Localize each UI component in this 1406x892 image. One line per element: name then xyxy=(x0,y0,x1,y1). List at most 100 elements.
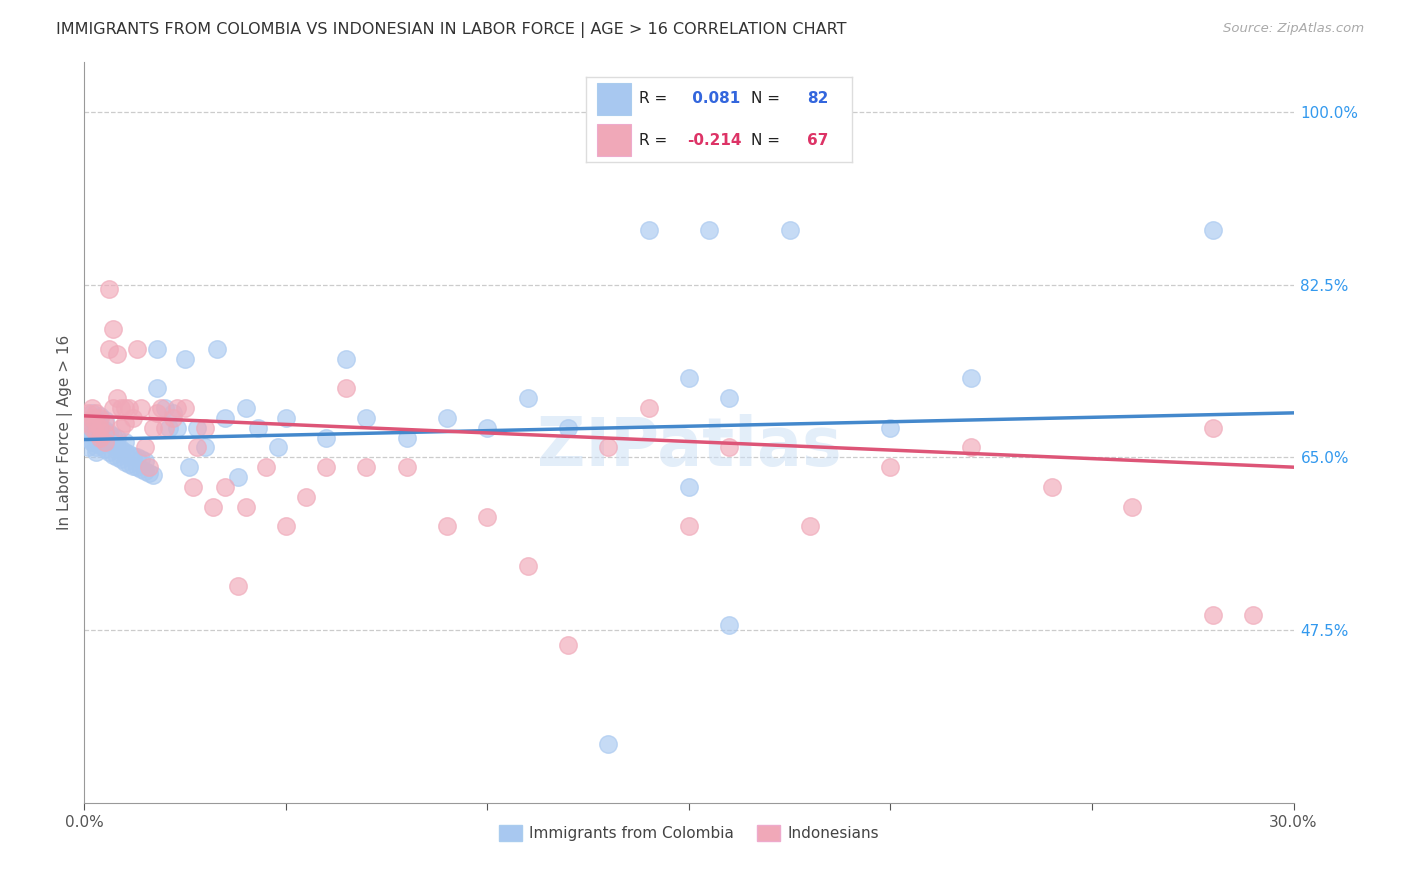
Point xyxy=(97,283,120,297)
Point xyxy=(879,460,901,475)
Point xyxy=(1202,608,1225,623)
Point xyxy=(89,420,111,434)
Point xyxy=(77,416,100,430)
Point xyxy=(82,406,104,420)
Point xyxy=(395,460,418,475)
Point xyxy=(166,401,188,415)
Point xyxy=(335,381,357,395)
Point xyxy=(516,558,538,573)
Point xyxy=(93,413,115,427)
Point xyxy=(557,420,579,434)
Y-axis label: In Labor Force | Age > 16: In Labor Force | Age > 16 xyxy=(58,335,73,530)
Point xyxy=(179,460,201,475)
Point xyxy=(105,441,128,455)
Point xyxy=(274,410,297,425)
Point xyxy=(436,519,458,533)
Point xyxy=(235,401,257,415)
Point xyxy=(86,425,108,440)
Point xyxy=(1241,608,1264,623)
Point xyxy=(101,448,124,462)
Point xyxy=(142,468,165,483)
Point xyxy=(105,391,128,405)
Point xyxy=(1202,223,1225,237)
Point xyxy=(77,441,100,455)
Point xyxy=(89,418,111,433)
Point xyxy=(194,420,217,434)
Point xyxy=(1040,480,1063,494)
Point xyxy=(516,391,538,405)
Point xyxy=(214,480,236,494)
Point xyxy=(226,579,249,593)
Point xyxy=(799,519,821,533)
Point xyxy=(153,401,176,415)
Point xyxy=(82,416,104,430)
Point xyxy=(97,425,120,440)
Point xyxy=(274,519,297,533)
Point xyxy=(1121,500,1143,514)
Point xyxy=(174,351,197,366)
Point xyxy=(267,441,290,455)
Point xyxy=(86,441,108,455)
Point xyxy=(134,464,156,478)
Point xyxy=(101,401,124,415)
Point xyxy=(960,371,983,385)
Point xyxy=(146,406,169,420)
Point xyxy=(93,423,115,437)
Point xyxy=(105,346,128,360)
Point xyxy=(153,420,176,434)
Point xyxy=(149,401,172,415)
Text: Source: ZipAtlas.com: Source: ZipAtlas.com xyxy=(1223,22,1364,36)
Point xyxy=(110,420,132,434)
Point xyxy=(235,500,257,514)
Point xyxy=(637,223,659,237)
Point xyxy=(97,435,120,450)
Point xyxy=(162,410,184,425)
Point xyxy=(697,223,720,237)
Point xyxy=(779,223,801,237)
Point xyxy=(110,442,132,457)
Point xyxy=(879,420,901,434)
Point xyxy=(89,428,111,442)
Point xyxy=(114,445,136,459)
Point xyxy=(138,466,160,480)
Point xyxy=(82,401,104,415)
Point xyxy=(146,342,169,356)
Point xyxy=(356,410,378,425)
Point xyxy=(97,445,120,459)
Point xyxy=(77,420,100,434)
Point xyxy=(162,406,184,420)
Point xyxy=(335,351,357,366)
Point xyxy=(89,409,111,423)
Point xyxy=(315,431,337,445)
Point xyxy=(89,438,111,452)
Point xyxy=(105,431,128,445)
Point xyxy=(186,420,208,434)
Point xyxy=(93,435,115,450)
Point xyxy=(82,420,104,434)
Point xyxy=(678,519,700,533)
Point xyxy=(114,455,136,469)
Point xyxy=(138,460,160,475)
Point xyxy=(637,401,659,415)
Point xyxy=(718,618,741,632)
Point xyxy=(121,450,143,464)
Point xyxy=(194,441,217,455)
Point xyxy=(315,460,337,475)
Point xyxy=(93,416,115,430)
Point xyxy=(101,438,124,452)
Point xyxy=(718,441,741,455)
Point xyxy=(101,428,124,442)
Point xyxy=(82,410,104,425)
Point xyxy=(246,420,269,434)
Point xyxy=(89,410,111,425)
Point xyxy=(93,433,115,447)
Point xyxy=(121,410,143,425)
Point xyxy=(114,416,136,430)
Point xyxy=(125,450,148,465)
Point xyxy=(174,401,197,415)
Point xyxy=(118,401,141,415)
Point xyxy=(129,452,152,467)
Point xyxy=(86,431,108,445)
Point xyxy=(214,410,236,425)
Point xyxy=(166,420,188,434)
